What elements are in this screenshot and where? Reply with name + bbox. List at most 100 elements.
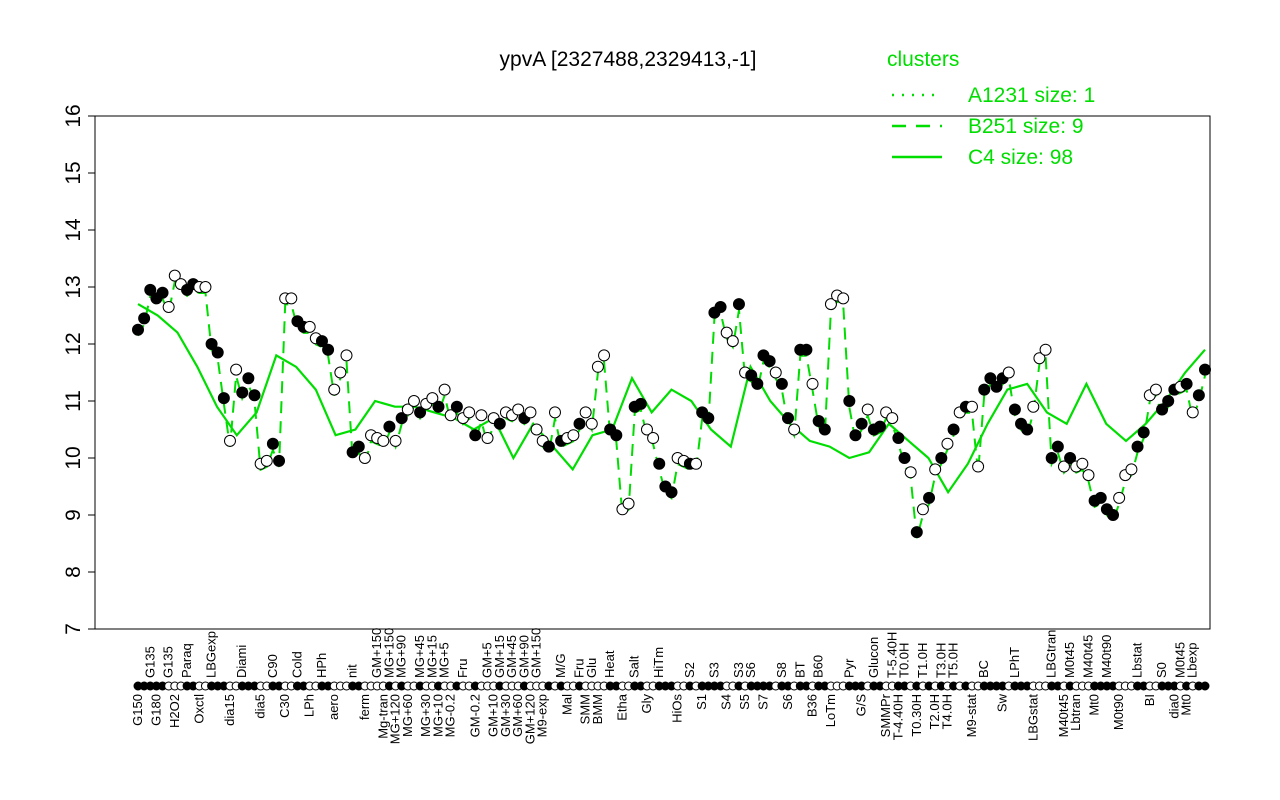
x-tick-label: SMM [578, 694, 593, 724]
x-rug [133, 681, 1210, 691]
data-point [138, 312, 151, 325]
x-tick-label: MG-0.2 [443, 694, 458, 737]
data-point [702, 412, 715, 425]
data-point [438, 383, 451, 396]
x-tick-label: B60 [811, 655, 826, 678]
x-tick-label: HPh [314, 653, 329, 678]
data-point [972, 460, 985, 473]
data-point [837, 292, 850, 305]
x-tick-label: Lbtran [1068, 694, 1083, 731]
x-tick-label: GM+60 [510, 694, 525, 737]
data-point [1137, 426, 1150, 439]
x-tick-label: Glucon [866, 637, 881, 678]
data-point [782, 412, 795, 425]
data-point [751, 377, 764, 390]
data-point [941, 437, 954, 450]
data-point [984, 372, 997, 385]
line-c4 [137, 303, 1206, 495]
data-point [812, 414, 825, 427]
data-point [432, 400, 445, 413]
x-tick-label: S8 [774, 662, 789, 678]
data-point [1082, 469, 1095, 482]
x-tick-label: LBGtran [1044, 630, 1059, 678]
x-tick-label: LPh [302, 694, 317, 717]
data-point [377, 434, 390, 447]
x-tick-label: dia15 [222, 694, 237, 726]
x-tick-label: M9-exp [535, 694, 550, 737]
data-point [444, 409, 457, 422]
data-point [132, 323, 144, 336]
x-tick-label: C30 [277, 694, 292, 718]
data-point [389, 434, 402, 447]
data-point [1076, 457, 1089, 470]
x-tick-label: MG+45 [412, 635, 427, 678]
x-tick-label: GM+150 [369, 628, 384, 678]
data-point [898, 452, 911, 464]
data-point [947, 423, 960, 436]
data-points [132, 269, 1211, 539]
data-point [1162, 395, 1175, 407]
data-point [1192, 389, 1205, 402]
data-point [1180, 377, 1193, 390]
x-tick-label: Fru [572, 659, 587, 679]
data-point [861, 403, 874, 416]
data-point [1064, 452, 1077, 464]
x-tick-label: LBGstat [1025, 694, 1040, 741]
data-point [524, 406, 537, 419]
x-tick-label: MG+10 [430, 694, 445, 737]
x-tick-label: M40t90 [1099, 635, 1114, 678]
data-point [1149, 383, 1162, 396]
y-tick-label: 12 [62, 332, 85, 355]
data-point [585, 417, 598, 430]
x-tick-label: S4 [719, 694, 734, 710]
x-tick-label: GM+120 [522, 694, 537, 744]
data-point [168, 269, 181, 282]
data-point [266, 437, 279, 450]
x-tick-label: GM+30 [498, 694, 513, 737]
plot-frame [94, 115, 1211, 630]
x-tick-label: M0t45 [1172, 642, 1187, 678]
data-point [230, 363, 243, 376]
data-point [542, 440, 555, 453]
data-point [156, 286, 169, 299]
data-point [873, 420, 886, 433]
data-point [775, 377, 788, 390]
data-point [965, 400, 978, 413]
data-point [475, 409, 488, 422]
data-point [843, 395, 856, 407]
legend-label-c4: C4 size: 98 [968, 146, 1073, 169]
x-tick-label: S6 [780, 694, 795, 710]
data-point [769, 366, 782, 379]
data-point [622, 497, 635, 510]
x-tick-label: T-4.40H [890, 694, 905, 740]
data-point [205, 338, 218, 350]
x-tick-label: dia0 [1166, 694, 1181, 719]
x-tick-label: Paraq [179, 643, 194, 678]
data-point [978, 383, 991, 396]
data-point [916, 503, 929, 516]
data-point [923, 491, 936, 504]
x-tick-label: T5.0H [946, 643, 961, 678]
data-point [1002, 366, 1015, 379]
x-tick-label: MG+60 [400, 694, 415, 737]
x-tick-label: Mal [559, 694, 574, 715]
data-point [849, 429, 862, 442]
data-point [647, 432, 660, 445]
x-tick-label: BC [976, 660, 991, 678]
data-point [334, 366, 347, 379]
x-tick-label: M/G [553, 653, 568, 678]
x-tick-label: M40t45 [1080, 635, 1095, 678]
data-point [414, 406, 427, 419]
data-point [763, 355, 776, 368]
x-tick-label: Sw [995, 693, 1010, 712]
data-point [1051, 440, 1064, 453]
data-point [935, 452, 948, 464]
legend: clusters A1231 size: 1 B251 size: 9 C4 s… [887, 48, 1095, 169]
data-point [1045, 452, 1058, 464]
data-point [1033, 352, 1046, 365]
data-point [1125, 463, 1138, 476]
x-tick-label: GM+90 [516, 635, 531, 678]
x-tick-label: M0t45 [1062, 642, 1077, 678]
x-tick-label: Lbexp [1185, 643, 1200, 678]
data-point [892, 432, 905, 445]
